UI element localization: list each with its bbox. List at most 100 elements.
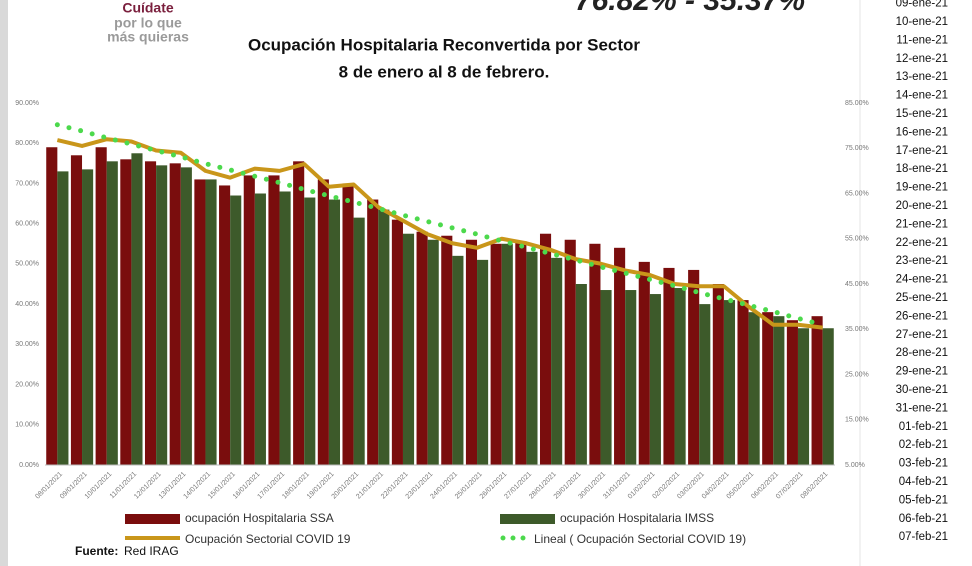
bar (230, 195, 242, 465)
bar (57, 171, 69, 465)
date-item: 26-ene-21 (896, 310, 948, 322)
bar (748, 312, 760, 465)
bar (699, 304, 711, 465)
bar (490, 243, 502, 465)
bar (811, 316, 823, 465)
bar (243, 175, 255, 465)
bar (674, 288, 686, 465)
bar (797, 328, 810, 465)
legend-label: ocupación Hospitalaria SSA (185, 511, 334, 525)
bar (304, 197, 316, 465)
bar (688, 269, 700, 465)
date-item: 05-feb-21 (899, 494, 948, 506)
bar (441, 235, 453, 465)
bar (822, 328, 834, 465)
slide-edge (0, 0, 8, 566)
bar (625, 290, 637, 465)
bar (131, 153, 143, 465)
date-item: 15-ene-21 (896, 108, 948, 120)
date-item: 28-ene-21 (896, 347, 948, 359)
bar (501, 243, 513, 465)
bar (106, 161, 118, 466)
bar (564, 239, 576, 465)
date-item: 31-ene-21 (896, 402, 948, 414)
bar (95, 147, 107, 465)
y2-tick-label: 5.00% (845, 462, 865, 469)
bar (762, 312, 774, 465)
legend-label: ocupación Hospitalaria IMSS (560, 511, 714, 525)
bar (600, 290, 612, 465)
date-item: 18-ene-21 (896, 163, 948, 175)
bar (773, 316, 785, 465)
bar (144, 161, 157, 466)
date-item: 09-ene-21 (896, 0, 948, 10)
chart-subtitle: 8 de enero al 8 de febrero. (339, 62, 550, 81)
bar (342, 183, 354, 465)
bar (477, 259, 489, 465)
y2-tick-label: 45.00% (845, 281, 869, 288)
bar (353, 217, 365, 465)
logo-line: más quieras (107, 29, 189, 45)
date-item: 17-ene-21 (896, 145, 948, 157)
bar (317, 179, 329, 465)
date-item: 30-ene-21 (896, 384, 948, 396)
y2-tick-label: 15.00% (845, 417, 869, 424)
date-item: 29-ene-21 (896, 366, 948, 378)
bar (367, 199, 379, 466)
date-item: 07-feb-21 (899, 531, 948, 543)
y-tick-label: 20.00% (15, 381, 39, 388)
bar (194, 179, 206, 465)
date-item: 22-ene-21 (896, 237, 948, 249)
y-tick-label: 90.00% (15, 100, 39, 107)
date-item: 24-ene-21 (896, 274, 948, 286)
bar (254, 193, 266, 465)
y-tick-label: 40.00% (15, 301, 39, 308)
date-item: 20-ene-21 (896, 200, 948, 212)
date-item: 27-ene-21 (896, 329, 948, 341)
bar (378, 209, 390, 465)
bar (427, 239, 439, 465)
date-item: 13-ene-21 (896, 71, 948, 83)
bar (737, 300, 749, 465)
bar (402, 233, 415, 465)
date-item: 19-ene-21 (896, 182, 948, 194)
date-item: 16-ene-21 (896, 126, 948, 138)
date-item: 12-ene-21 (896, 53, 948, 65)
logo-line: Cuídate (122, 0, 174, 16)
bar (589, 243, 601, 465)
bar (526, 251, 538, 465)
legend-label: Ocupación Sectorial COVID 19 (185, 532, 351, 546)
bar (156, 165, 168, 465)
bar (649, 294, 661, 465)
bar (328, 199, 341, 466)
y2-tick-label: 55.00% (845, 236, 869, 243)
bar (638, 261, 650, 465)
chart-title: Ocupación Hospitalaria Reconvertida por … (248, 35, 640, 54)
bar (539, 233, 552, 465)
date-item: 25-ene-21 (896, 292, 948, 304)
date-item: 21-ene-21 (896, 218, 948, 230)
date-item: 01-feb-21 (899, 421, 948, 433)
bar (180, 167, 192, 465)
bar (723, 300, 736, 465)
y-tick-label: 50.00% (15, 261, 39, 268)
date-item: 03-feb-21 (899, 458, 948, 470)
legend-swatch (125, 514, 180, 524)
bar (169, 163, 181, 466)
date-item: 06-feb-21 (899, 513, 948, 525)
bar (219, 185, 231, 465)
bar (712, 284, 724, 465)
y-tick-label: 30.00% (15, 341, 39, 348)
bar (293, 161, 305, 466)
bar (614, 247, 626, 465)
date-item: 02-feb-21 (899, 439, 948, 451)
y-tick-label: 10.00% (15, 422, 39, 429)
source-label: Fuente: (75, 544, 118, 558)
bar (279, 191, 291, 465)
y-tick-label: 60.00% (15, 221, 39, 228)
bar (46, 147, 58, 465)
header-note: 76.82% - 35.37% (575, 0, 805, 17)
bar (452, 255, 464, 465)
bar (416, 231, 428, 465)
